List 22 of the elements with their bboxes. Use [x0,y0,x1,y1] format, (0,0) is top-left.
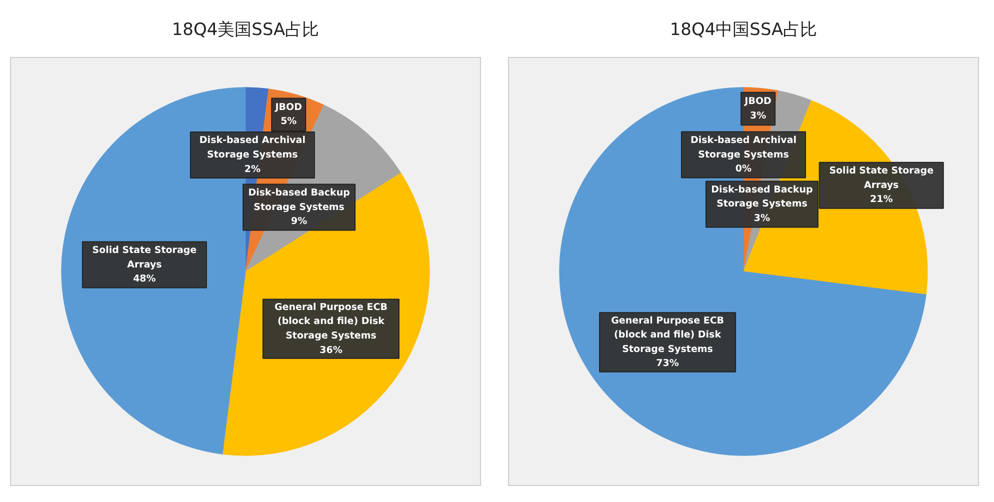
slice-label: JBOD [274,102,302,113]
data-label: 73% [656,358,680,370]
data-label: 21% [870,194,894,206]
slice-label: Solid State Storage Arrays [92,244,197,270]
data-label: 3% [750,110,767,122]
data-label: 3% [754,213,771,224]
data-label: 2% [244,164,261,175]
slice-label: Solid State Storage Arrays [829,166,934,191]
slice-label: General Purpose ECB (block and file) Disk Storage Systems [611,315,724,355]
text: 0% [735,164,752,175]
slice-label: Disk-based Backup Storage Systems [248,187,350,213]
data-label: 36% [320,344,343,356]
data-label: 48% [133,274,156,285]
slice-label: JBOD [744,96,772,108]
category-label: Disk-based Archival Storage Systems [690,134,797,160]
data-label: 5% [280,116,298,128]
slice-label: General Purpose ECB (block and file) Disk Storage Systems [274,302,388,342]
slice-label: Disk-based Archival Storage Systems [199,135,306,161]
chart-title: 18Q4中国SSA占比 [670,20,818,40]
data-label: 9% [291,216,308,228]
chart-title: 18Q4美国SSA占比 [172,20,320,40]
slice-label: Disk-based Backup Storage Systems [711,184,814,210]
